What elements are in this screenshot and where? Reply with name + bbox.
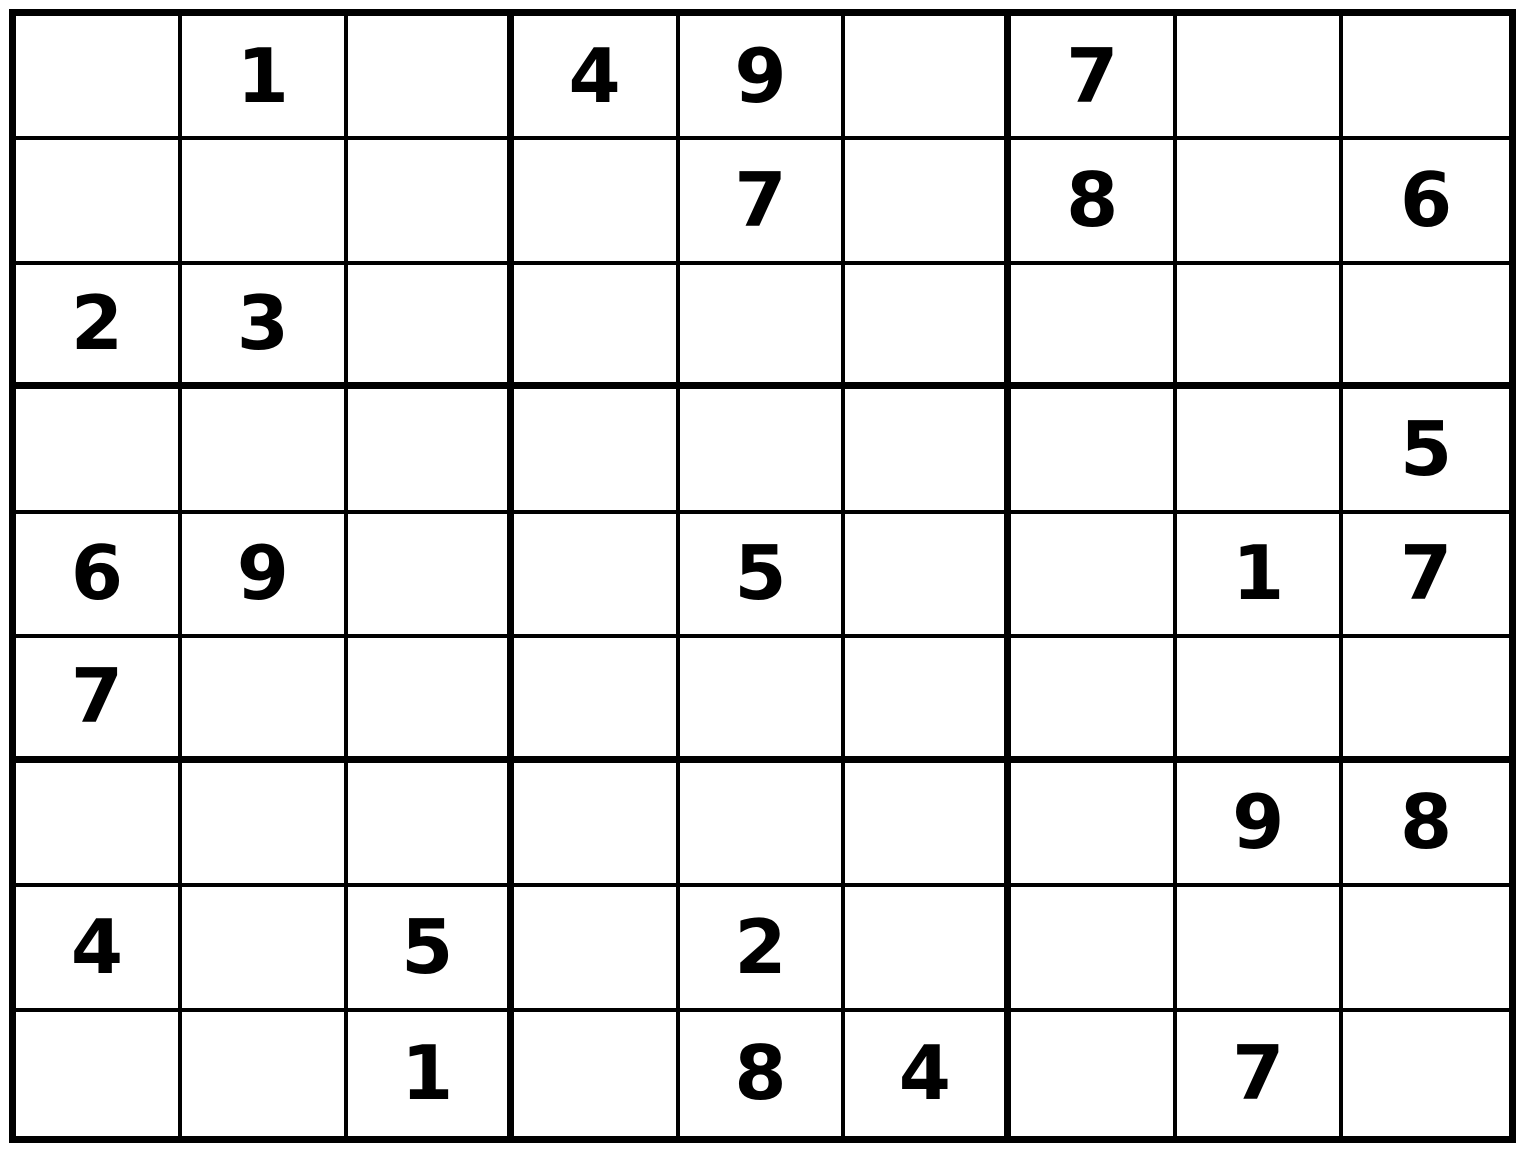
cell-r7-c5[interactable] xyxy=(679,762,846,888)
cell-r3-c8[interactable] xyxy=(1177,264,1344,390)
cell-r3-c9[interactable] xyxy=(1343,264,1509,390)
cell-r8-c6[interactable] xyxy=(845,887,1012,1012)
cell-r3-c4[interactable] xyxy=(513,264,680,390)
cell-r2-c2[interactable] xyxy=(181,140,348,265)
cell-r1-c3[interactable] xyxy=(347,16,514,141)
cell-r1-c4[interactable]: 4 xyxy=(513,16,680,141)
cell-r4-c2[interactable] xyxy=(181,389,348,514)
cell-r6-c7[interactable] xyxy=(1011,638,1178,763)
sudoku-grid: 1 4 9 7 7 8 6 2 3 5 6 9 5 1 7 7 xyxy=(9,9,1516,1143)
cell-r5-c6[interactable] xyxy=(845,513,1012,639)
cell-r7-c1[interactable] xyxy=(16,762,182,888)
cell-r3-c2[interactable]: 3 xyxy=(181,264,348,390)
cell-r3-c1[interactable]: 2 xyxy=(16,264,182,390)
cell-r8-c2[interactable] xyxy=(181,887,348,1012)
cell-r7-c9[interactable]: 8 xyxy=(1343,762,1509,888)
cell-r8-c1[interactable]: 4 xyxy=(16,887,182,1012)
cell-r7-c8[interactable]: 9 xyxy=(1177,762,1344,888)
cell-r7-c7[interactable] xyxy=(1011,762,1178,888)
cell-r9-c3[interactable]: 1 xyxy=(347,1011,514,1136)
cell-r9-c6[interactable]: 4 xyxy=(845,1011,1012,1136)
cell-r8-c9[interactable] xyxy=(1343,887,1509,1012)
cell-r5-c2[interactable]: 9 xyxy=(181,513,348,639)
cell-r7-c4[interactable] xyxy=(513,762,680,888)
cell-r4-c5[interactable] xyxy=(679,389,846,514)
cell-r4-c3[interactable] xyxy=(347,389,514,514)
cell-r9-c4[interactable] xyxy=(513,1011,680,1136)
cell-r8-c3[interactable]: 5 xyxy=(347,887,514,1012)
cell-r2-c7[interactable]: 8 xyxy=(1011,140,1178,265)
cell-r6-c8[interactable] xyxy=(1177,638,1344,763)
cell-r1-c7[interactable]: 7 xyxy=(1011,16,1178,141)
cell-r9-c7[interactable] xyxy=(1011,1011,1178,1136)
cell-r6-c2[interactable] xyxy=(181,638,348,763)
cell-r1-c1[interactable] xyxy=(16,16,182,141)
cell-r5-c5[interactable]: 5 xyxy=(679,513,846,639)
cell-r4-c4[interactable] xyxy=(513,389,680,514)
cell-r9-c5[interactable]: 8 xyxy=(679,1011,846,1136)
cell-r6-c9[interactable] xyxy=(1343,638,1509,763)
cell-r7-c3[interactable] xyxy=(347,762,514,888)
cell-r2-c6[interactable] xyxy=(845,140,1012,265)
cell-r4-c9[interactable]: 5 xyxy=(1343,389,1509,514)
cell-r5-c1[interactable]: 6 xyxy=(16,513,182,639)
cell-r7-c2[interactable] xyxy=(181,762,348,888)
cell-r8-c4[interactable] xyxy=(513,887,680,1012)
cell-r6-c1[interactable]: 7 xyxy=(16,638,182,763)
cell-r1-c9[interactable] xyxy=(1343,16,1509,141)
cell-r2-c1[interactable] xyxy=(16,140,182,265)
cell-r4-c7[interactable] xyxy=(1011,389,1178,514)
cell-r9-c9[interactable] xyxy=(1343,1011,1509,1136)
cell-r2-c4[interactable] xyxy=(513,140,680,265)
cell-r1-c8[interactable] xyxy=(1177,16,1344,141)
cell-r5-c7[interactable] xyxy=(1011,513,1178,639)
cell-r4-c8[interactable] xyxy=(1177,389,1344,514)
cell-r5-c3[interactable] xyxy=(347,513,514,639)
cell-r6-c3[interactable] xyxy=(347,638,514,763)
cell-r3-c5[interactable] xyxy=(679,264,846,390)
cell-r3-c6[interactable] xyxy=(845,264,1012,390)
cell-r6-c5[interactable] xyxy=(679,638,846,763)
cell-r3-c3[interactable] xyxy=(347,264,514,390)
cell-r9-c1[interactable] xyxy=(16,1011,182,1136)
cell-r6-c4[interactable] xyxy=(513,638,680,763)
cell-r1-c2[interactable]: 1 xyxy=(181,16,348,141)
cell-r8-c7[interactable] xyxy=(1011,887,1178,1012)
cell-r6-c6[interactable] xyxy=(845,638,1012,763)
cell-r5-c9[interactable]: 7 xyxy=(1343,513,1509,639)
cell-r2-c5[interactable]: 7 xyxy=(679,140,846,265)
cell-r5-c4[interactable] xyxy=(513,513,680,639)
cell-r4-c1[interactable] xyxy=(16,389,182,514)
cell-r9-c8[interactable]: 7 xyxy=(1177,1011,1344,1136)
cell-r3-c7[interactable] xyxy=(1011,264,1178,390)
cell-r8-c5[interactable]: 2 xyxy=(679,887,846,1012)
cell-r2-c9[interactable]: 6 xyxy=(1343,140,1509,265)
cell-r5-c8[interactable]: 1 xyxy=(1177,513,1344,639)
cell-r4-c6[interactable] xyxy=(845,389,1012,514)
cell-r8-c8[interactable] xyxy=(1177,887,1344,1012)
cell-r2-c8[interactable] xyxy=(1177,140,1344,265)
cell-r1-c5[interactable]: 9 xyxy=(679,16,846,141)
cell-r7-c6[interactable] xyxy=(845,762,1012,888)
cell-r1-c6[interactable] xyxy=(845,16,1012,141)
cell-r2-c3[interactable] xyxy=(347,140,514,265)
cell-r9-c2[interactable] xyxy=(181,1011,348,1136)
